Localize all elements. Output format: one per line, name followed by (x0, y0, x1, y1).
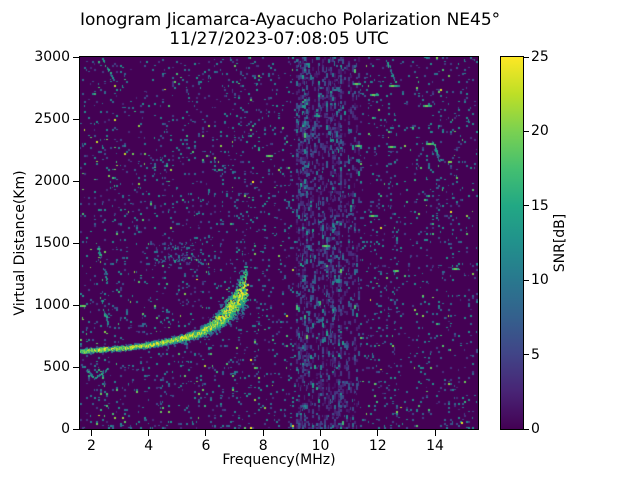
x-tick-label: 6 (201, 438, 211, 454)
ionogram-heatmap-canvas (80, 57, 478, 429)
y-tick-mark (73, 366, 79, 368)
x-tick-mark (320, 430, 322, 436)
y-tick-mark (73, 428, 79, 430)
x-tick-mark (434, 430, 436, 436)
x-tick-label: 2 (86, 438, 96, 454)
colorbar-tick-mark (524, 205, 529, 207)
colorbar (500, 56, 524, 430)
y-tick-mark (73, 118, 79, 120)
colorbar-gradient (501, 57, 523, 429)
chart-subtitle: 11/27/2023-07:08:05 UTC (169, 29, 389, 49)
x-tick-mark (262, 430, 264, 436)
y-tick-label: 2500 (34, 111, 70, 127)
y-tick-label: 1500 (34, 235, 70, 251)
colorbar-tick-mark (524, 130, 529, 132)
colorbar-tick-mark (524, 428, 529, 430)
colorbar-tick-mark (524, 279, 529, 281)
colorbar-tick-label: 20 (531, 123, 549, 140)
colorbar-tick-mark (524, 56, 529, 58)
colorbar-tick-label: 25 (531, 49, 549, 65)
x-tick-mark (148, 430, 150, 436)
colorbar-tick-label: 15 (531, 197, 549, 214)
colorbar-tick-label: 5 (531, 346, 540, 363)
y-tick-mark (73, 180, 79, 182)
y-tick-label: 2000 (34, 173, 70, 189)
y-tick-label: 1000 (34, 297, 70, 313)
x-tick-mark (377, 430, 379, 436)
x-tick-label: 14 (426, 438, 444, 454)
x-tick-label: 4 (144, 438, 154, 454)
x-tick-label: 8 (258, 438, 268, 454)
colorbar-tick-mark (524, 354, 529, 356)
colorbar-tick-label: 10 (531, 272, 549, 289)
y-tick-label: 0 (61, 421, 70, 437)
x-axis-label: Frequency(MHz) (222, 452, 336, 468)
x-tick-mark (90, 430, 92, 436)
y-tick-mark (73, 242, 79, 244)
chart-title: Ionogram Jicamarca-Ayacucho Polarization… (80, 10, 501, 30)
colorbar-tick-label: 0 (531, 421, 540, 437)
y-tick-mark (73, 304, 79, 306)
y-tick-mark (73, 56, 79, 58)
x-tick-mark (205, 430, 207, 436)
colorbar-label: SNR[dB] (552, 213, 568, 273)
plot-area (79, 56, 479, 430)
x-tick-label: 10 (311, 438, 330, 454)
x-tick-label: 12 (368, 438, 387, 454)
y-tick-label: 500 (43, 359, 70, 375)
y-tick-label: 3000 (34, 49, 70, 65)
